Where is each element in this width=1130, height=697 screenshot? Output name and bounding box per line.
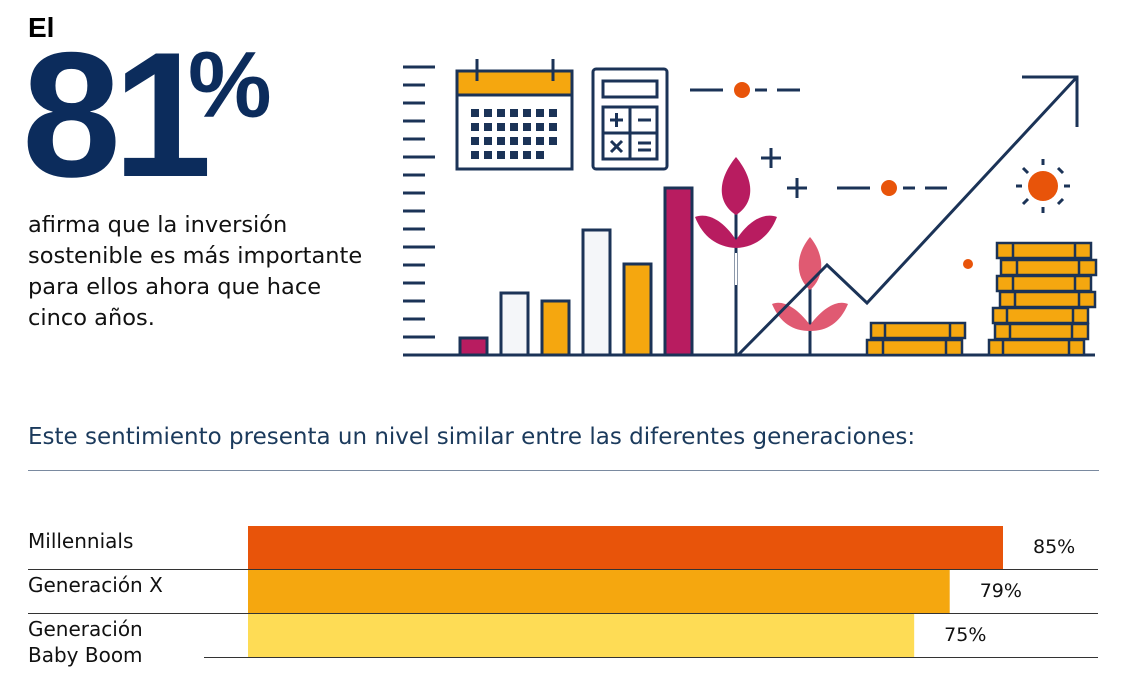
value-label: 75% xyxy=(944,624,986,646)
sun-icon xyxy=(1016,159,1070,213)
coin-stack-icon xyxy=(865,321,967,357)
category-label: Generación Baby Boom xyxy=(28,617,143,667)
bar-2 xyxy=(248,570,950,613)
bar-1 xyxy=(248,526,1003,569)
plant-icon xyxy=(772,237,848,355)
chart-subtitle: Este sentimiento presenta un nivel simil… xyxy=(28,424,916,450)
plus-icon xyxy=(761,148,807,198)
category-label: Generación X xyxy=(28,573,163,597)
value-label: 79% xyxy=(980,580,1022,602)
dot-icon xyxy=(734,82,750,98)
coin-stack-icon xyxy=(987,241,1098,357)
plant-icon xyxy=(695,157,777,355)
headline-number: 81 xyxy=(22,15,212,214)
generations-bar-chart: 85% Millennials 79% Generación X 75% Generaci… xyxy=(28,526,1098,667)
value-label: 85% xyxy=(1033,536,1075,558)
finance-illustration xyxy=(403,59,1098,357)
headline-percent-sign: % xyxy=(188,32,272,137)
dot-icon xyxy=(963,259,973,269)
dot-icon xyxy=(881,180,897,196)
bar-chart-icon xyxy=(458,186,694,357)
calculator-icon xyxy=(591,67,669,171)
trend-arrow-icon xyxy=(736,75,1079,357)
prefix-text: El xyxy=(28,12,55,43)
ruler-icon xyxy=(403,65,435,339)
dash-dot-decoration xyxy=(690,88,947,190)
divider xyxy=(28,470,1099,471)
category-label: Millennials xyxy=(28,529,133,553)
headline-description: afirma que la inversión sostenible es má… xyxy=(28,212,363,331)
bar-3 xyxy=(248,614,915,657)
calendar-icon xyxy=(455,59,574,171)
